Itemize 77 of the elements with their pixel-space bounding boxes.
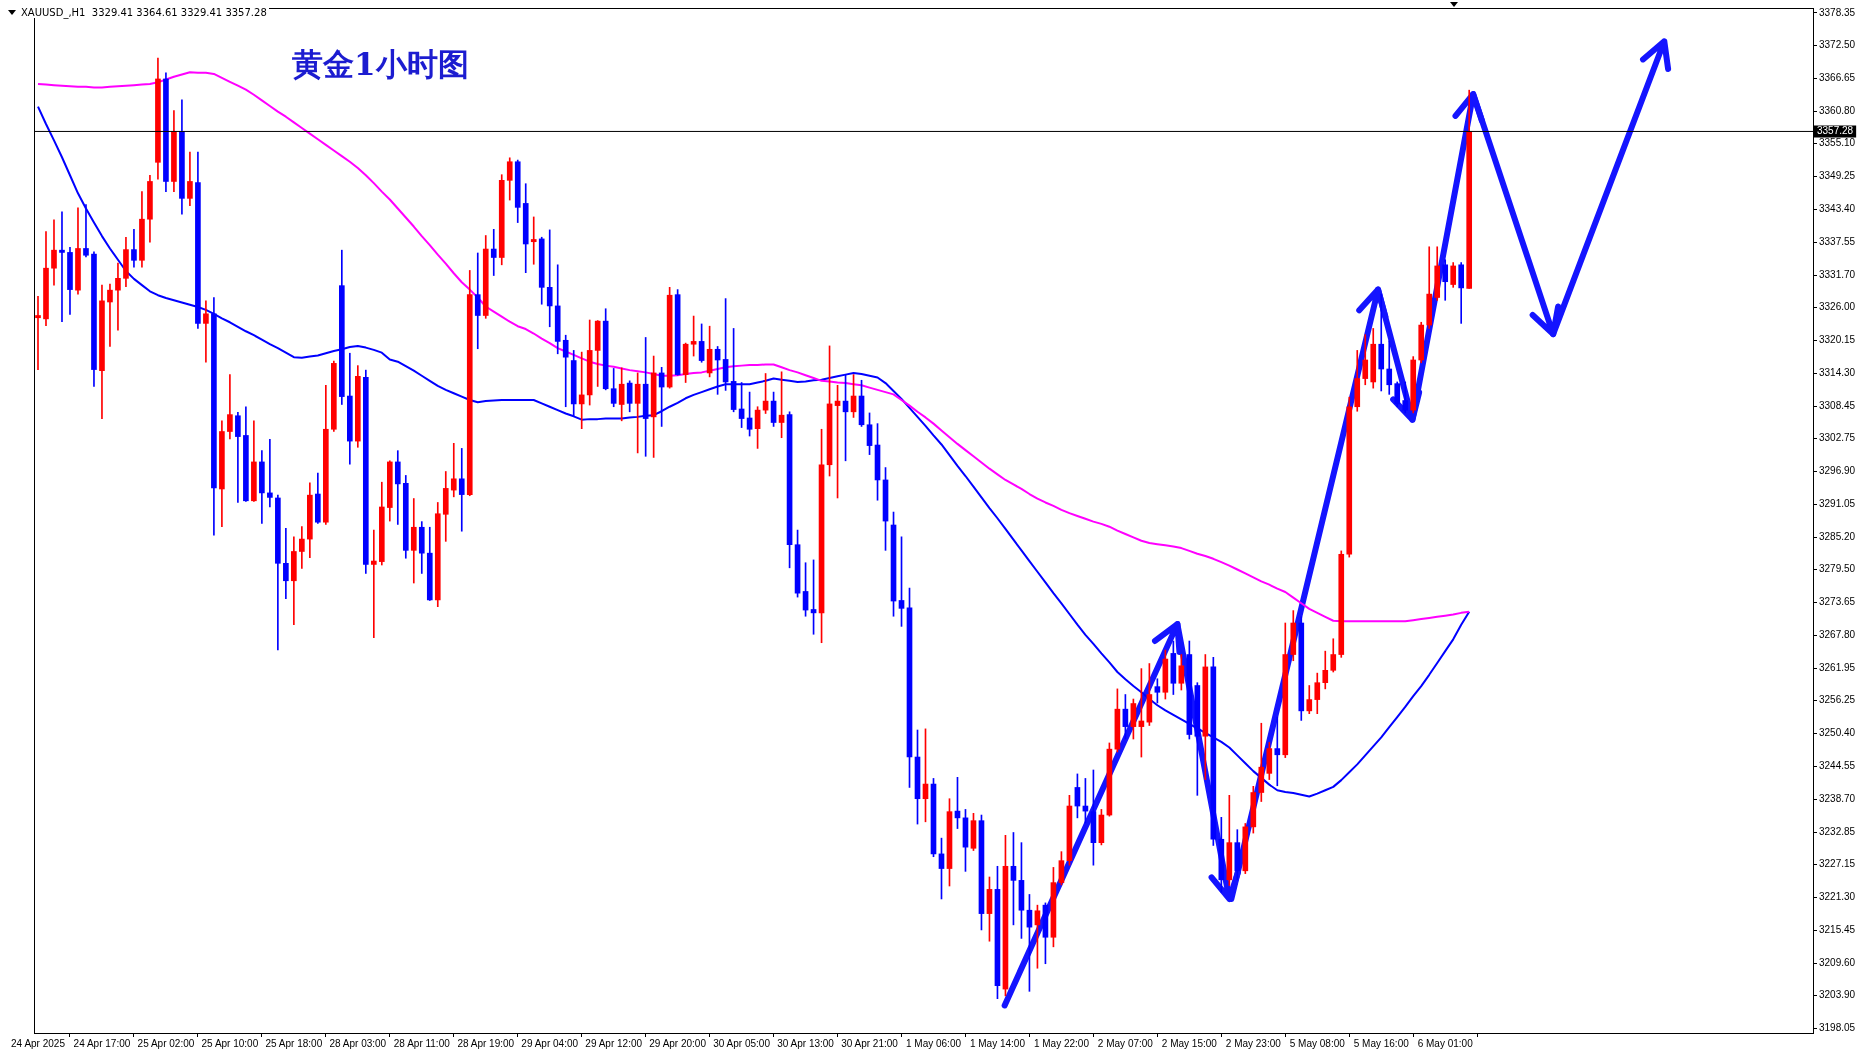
y-tick-label: 3250.40 [1819, 727, 1856, 739]
y-tick-label: 3198.05 [1819, 1021, 1856, 1033]
y-tick-label: 3331.70 [1819, 269, 1856, 281]
candlestick [1274, 716, 1281, 787]
candlestick [578, 351, 585, 430]
y-tick-label: 3244.55 [1819, 760, 1856, 772]
x-tick-label: 1 May 06:00 [905, 1037, 962, 1049]
y-tick-label: 3366.65 [1819, 72, 1856, 84]
y-tick-label: 3314.30 [1819, 367, 1856, 379]
candlestick [450, 443, 457, 498]
candlestick [458, 448, 465, 532]
y-tick-label: 3337.55 [1819, 236, 1856, 248]
x-tick-label: 29 Apr 20:00 [649, 1037, 707, 1049]
y-tick-label: 3221.30 [1819, 891, 1856, 903]
x-tick-label: 2 May 07:00 [1097, 1037, 1154, 1049]
y-tick-label: 3360.80 [1819, 105, 1856, 117]
x-tick-label: 29 Apr 04:00 [521, 1037, 579, 1049]
y-tick-label: 3308.45 [1819, 400, 1856, 412]
x-tick-label: 2 May 15:00 [1161, 1037, 1218, 1049]
candlestick [115, 262, 121, 331]
candlestick [490, 229, 497, 276]
y-tick-label: 3209.60 [1819, 956, 1856, 968]
x-tick-label: 25 Apr 02:00 [137, 1037, 195, 1049]
y-tick-label: 3232.85 [1819, 825, 1856, 837]
x-tick-label: 30 Apr 21:00 [841, 1037, 899, 1049]
ref-line-label: 3357.28 [1817, 125, 1854, 137]
x-tick-label: 24 Apr 2025 [11, 1037, 66, 1049]
x-tick-label: 5 May 08:00 [1289, 1037, 1346, 1049]
candlestick [235, 412, 241, 503]
y-tick-label: 3261.95 [1819, 662, 1856, 674]
x-tick-label: 28 Apr 19:00 [457, 1037, 515, 1049]
candlestick [530, 216, 537, 265]
text: 黄金1小时图 [292, 45, 469, 84]
candlestick [267, 439, 273, 508]
y-tick-label: 3343.40 [1819, 203, 1856, 215]
x-tick-label: 25 Apr 10:00 [201, 1037, 259, 1049]
candlestick [546, 229, 553, 328]
x-tick-label: 29 Apr 12:00 [585, 1037, 643, 1049]
y-tick-label: 3320.15 [1819, 334, 1856, 346]
y-tick-label: 3355.10 [1819, 137, 1856, 149]
x-tick-label: 1 May 14:00 [969, 1037, 1026, 1049]
candlestick [283, 528, 289, 600]
x-tick-label: 6 May 01:00 [1417, 1037, 1474, 1049]
y-tick-label: 3372.50 [1819, 39, 1856, 51]
y-tick-label: 3273.65 [1819, 596, 1856, 608]
x-tick-label: 24 Apr 17:00 [73, 1037, 131, 1049]
y-tick-label: 3302.75 [1819, 432, 1856, 444]
y-tick-label: 3296.90 [1819, 465, 1856, 477]
y-tick-label: 3285.20 [1819, 531, 1856, 543]
x-tick-label: 25 Apr 18:00 [265, 1037, 323, 1049]
y-tick-label: 3256.25 [1819, 694, 1856, 706]
y-tick-label: 3203.90 [1819, 989, 1856, 1001]
y-tick-label: 3267.80 [1819, 629, 1856, 641]
y-tick-label: 3326.00 [1819, 301, 1856, 313]
candlestick [107, 283, 113, 347]
x-tick-label: 1 May 22:00 [1033, 1037, 1090, 1049]
candlestick [59, 211, 65, 323]
x-tick-label: 28 Apr 03:00 [329, 1037, 387, 1049]
y-tick-label: 3215.45 [1819, 923, 1856, 935]
y-tick-label: 3291.05 [1819, 498, 1856, 510]
x-tick-label: 28 Apr 11:00 [393, 1037, 451, 1049]
x-tick-label: 2 May 23:00 [1225, 1037, 1282, 1049]
y-tick-label: 3238.70 [1819, 793, 1856, 805]
candlestick [83, 204, 89, 258]
candlestick [203, 300, 209, 363]
candlestick [474, 252, 481, 350]
x-tick-label: 30 Apr 05:00 [713, 1037, 771, 1049]
annotation: XAUUSD_,H1 3329.41 3364.61 3329.41 3357.28 [21, 7, 267, 18]
y-tick-label: 3378.35 [1819, 6, 1856, 18]
candlestick [35, 296, 41, 370]
y-tick-label: 3279.50 [1819, 563, 1856, 575]
x-tick-label: 5 May 16:00 [1353, 1037, 1410, 1049]
y-tick-label: 3227.15 [1819, 858, 1856, 870]
x-tick-label: 30 Apr 13:00 [777, 1037, 835, 1049]
candlestick [370, 529, 377, 638]
candlestick [562, 334, 569, 408]
y-tick-label: 3349.25 [1819, 170, 1856, 182]
